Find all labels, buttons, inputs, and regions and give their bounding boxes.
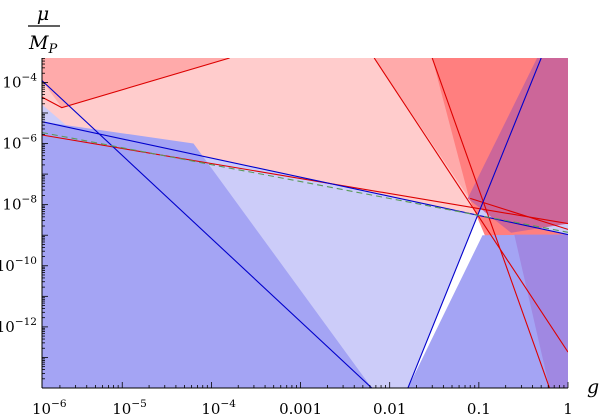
y-tick-label: 10−8 bbox=[2, 194, 37, 214]
x-tick-label: 10−4 bbox=[201, 398, 236, 418]
y-axis-label-numerator: μ bbox=[37, 3, 49, 25]
y-tick-label: 10−10 bbox=[0, 255, 37, 275]
boundary-line-7 bbox=[42, 80, 373, 388]
tick-label-exp: −4 bbox=[22, 71, 38, 83]
x-tick-label: 0.01 bbox=[373, 400, 406, 418]
tick-label-exp: −12 bbox=[15, 316, 37, 328]
tick-label-base: 10 bbox=[2, 196, 21, 214]
y-axis-label-denominator-base: M bbox=[28, 32, 49, 54]
x-tick-label: 10−5 bbox=[112, 398, 147, 418]
x-tick-label: 1 bbox=[563, 400, 573, 418]
region-blue-medium-6 bbox=[42, 121, 372, 388]
tick-label-base: 10 bbox=[32, 400, 51, 418]
region-overlap-8 bbox=[467, 58, 568, 233]
tick-label-exp: −4 bbox=[220, 398, 236, 410]
tick-label-exp: −6 bbox=[51, 398, 67, 410]
y-tick-label: 10−12 bbox=[0, 316, 37, 336]
tick-label-exp: −8 bbox=[22, 194, 37, 206]
tick-label-base: 10 bbox=[2, 135, 21, 153]
region-blue-pale-5 bbox=[42, 58, 568, 388]
tick-label-exp: −10 bbox=[15, 255, 37, 267]
tick-label-base: 10 bbox=[2, 73, 21, 91]
x-axis-label: g bbox=[587, 376, 599, 398]
y-tick-label: 10−4 bbox=[2, 71, 37, 91]
y-axis-label: μ MP bbox=[28, 3, 60, 57]
y-axis-label-denominator: MP bbox=[28, 32, 57, 57]
tick-label-base: 10 bbox=[201, 400, 220, 418]
boundary-line-2 bbox=[42, 58, 230, 109]
chart-lines bbox=[42, 58, 568, 388]
x-tick-label: 0.001 bbox=[279, 400, 322, 418]
chart-regions bbox=[42, 58, 568, 388]
y-axis-label-denominator-sub: P bbox=[47, 42, 57, 57]
tick-label-exp: −5 bbox=[131, 398, 146, 410]
boundary-line-4 bbox=[431, 58, 551, 388]
region-red-medium-2 bbox=[42, 58, 230, 108]
tick-label-base: 10 bbox=[0, 318, 15, 336]
boundary-line-6 bbox=[42, 121, 568, 236]
tick-label-exp: −6 bbox=[22, 133, 38, 145]
boundary-line-3 bbox=[373, 58, 568, 353]
tick-label-base: 10 bbox=[0, 257, 15, 275]
x-tick-label: 0.1 bbox=[467, 400, 491, 418]
boundary-line-5 bbox=[470, 197, 568, 230]
y-tick-label: 10−6 bbox=[2, 133, 37, 153]
x-tick-label: 10−6 bbox=[32, 398, 67, 418]
chart-ticks: 10−6 10−5 10−4 0.001 0.01 0.1 110−410−610−810−… bbox=[0, 58, 573, 418]
tick-label-base: 10 bbox=[112, 400, 131, 418]
boundary-line-8 bbox=[407, 58, 542, 388]
